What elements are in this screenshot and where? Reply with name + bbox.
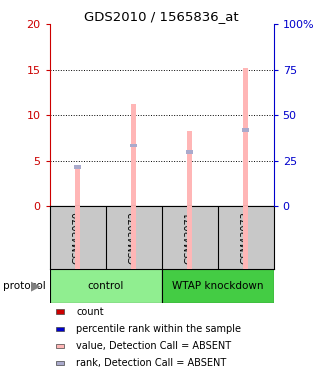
Bar	[50, 269, 162, 303]
Text: GSM43071: GSM43071	[185, 211, 195, 264]
Text: value, Detection Call = ABSENT: value, Detection Call = ABSENT	[76, 340, 232, 351]
Bar	[56, 344, 64, 348]
Bar	[56, 327, 64, 331]
Bar	[56, 361, 64, 365]
Bar	[186, 150, 193, 154]
Bar	[130, 144, 137, 147]
Bar	[74, 165, 81, 169]
Text: control: control	[87, 281, 124, 291]
Text: protocol: protocol	[3, 281, 46, 291]
Bar	[162, 269, 274, 303]
Bar	[132, 206, 136, 269]
Text: GSM43070: GSM43070	[73, 211, 83, 264]
Text: count: count	[76, 306, 104, 316]
Text: GSM43072: GSM43072	[129, 211, 139, 264]
Bar	[188, 131, 192, 206]
Text: rank, Detection Call = ABSENT: rank, Detection Call = ABSENT	[76, 358, 227, 368]
Text: percentile rank within the sample: percentile rank within the sample	[76, 324, 242, 334]
Bar	[76, 167, 80, 206]
Bar	[244, 68, 248, 206]
Bar	[188, 206, 192, 269]
Text: GSM43073: GSM43073	[241, 211, 251, 264]
Bar	[76, 206, 80, 269]
Title: GDS2010 / 1565836_at: GDS2010 / 1565836_at	[84, 10, 239, 23]
Bar	[132, 104, 136, 206]
Bar	[244, 206, 248, 269]
Bar	[242, 128, 249, 132]
Bar	[56, 309, 64, 314]
Text: WTAP knockdown: WTAP knockdown	[172, 281, 263, 291]
Text: ▶: ▶	[31, 279, 41, 292]
